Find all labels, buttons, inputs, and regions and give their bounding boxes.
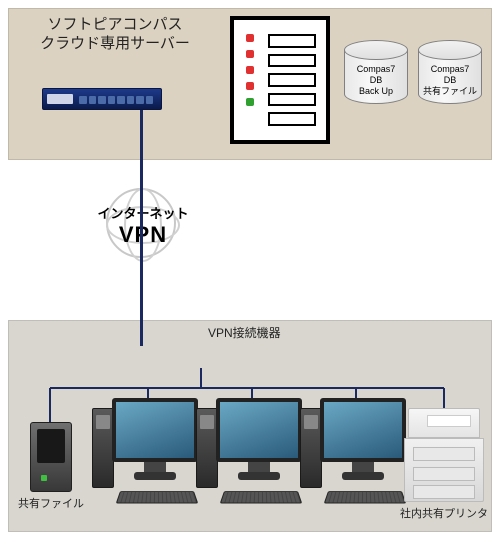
vpn-device-label: VPN接続機器: [208, 326, 281, 341]
server-led-icon: [246, 98, 254, 106]
nas-label: 共有ファイル: [18, 498, 84, 512]
network-line: [443, 388, 445, 410]
server-slot: [268, 54, 316, 68]
workstation-icon: [300, 398, 408, 508]
vpn-label: インターネット VPN: [88, 206, 198, 248]
workstation-icon: [196, 398, 304, 508]
title-line1: ソフトピアコンパス: [47, 16, 182, 33]
title-line2: クラウド専用サーバー: [40, 35, 190, 52]
server-led-icon: [246, 66, 254, 74]
printer-label: 社内共有プリンタ: [400, 508, 488, 522]
diagram-canvas: ソフトピアコンパス クラウド専用サーバー Compas7 DB Back Up …: [0, 0, 500, 540]
network-line: [140, 110, 143, 346]
printer-icon: [404, 408, 484, 502]
nas-icon: [30, 422, 72, 492]
db-backup-icon: Compas7 DB Back Up: [344, 40, 408, 104]
router-cloud-icon: [42, 88, 162, 110]
cloud-server-title: ソフトピアコンパス クラウド専用サーバー: [20, 16, 210, 54]
server-rack-icon: [230, 16, 330, 144]
network-line: [200, 368, 202, 388]
server-led-icon: [246, 34, 254, 42]
network-line: [50, 387, 444, 389]
workstation-icon: [92, 398, 200, 508]
db-shared-icon: Compas7 DB 共有ファイル: [418, 40, 482, 104]
server-led-icon: [246, 50, 254, 58]
server-slot: [268, 93, 316, 107]
server-led-icon: [246, 82, 254, 90]
server-slot: [268, 112, 316, 126]
server-slot: [268, 34, 316, 48]
network-line: [49, 388, 51, 422]
server-slot: [268, 73, 316, 87]
